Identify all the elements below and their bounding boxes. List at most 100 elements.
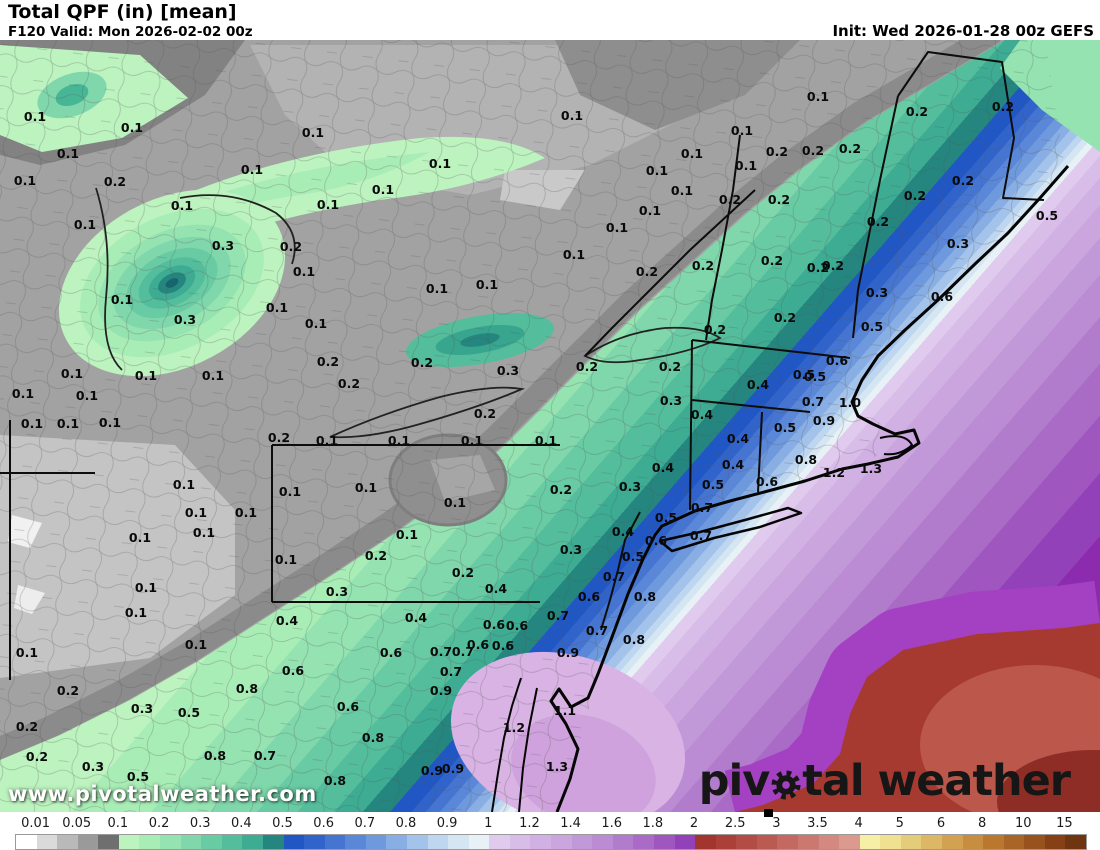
qpf-value-label: 0.1 [807, 89, 829, 104]
colorbar-cell [386, 835, 407, 849]
map-canvas[interactable]: 0.1 0.1 0.1 0.1 0.1 0.1 0.1 0.1 0.1 0.1 0.1 0.1 0.1 0… [0, 40, 1100, 812]
colorbar-cell [818, 835, 840, 849]
colorbar-cell [118, 835, 140, 849]
qpf-value-label: 0.7 [440, 664, 462, 679]
colorbar-cell [16, 835, 37, 849]
qpf-value-label: 0.3 [82, 759, 104, 774]
map-header: Total QPF (in) [mean] F120 Valid: Mon 20… [0, 0, 1100, 40]
qpf-value-label: 0.8 [204, 748, 226, 763]
colorbar-tick: 0.1 [107, 816, 129, 831]
qpf-value-label: 0.1 [185, 505, 207, 520]
colorbar-cell [777, 835, 798, 849]
colorbar-cell [880, 835, 901, 849]
qpf-value-label: 0.1 [129, 530, 151, 545]
colorbar-tick: 6 [936, 816, 946, 831]
qpf-value-label: 0.3 [947, 236, 969, 251]
qpf-value-label: 0.1 [305, 316, 327, 331]
qpf-value-label: 0.2 [338, 376, 360, 391]
qpf-value-label: 0.5 [702, 477, 724, 492]
qpf-value-label: 0.5 [622, 549, 644, 564]
qpf-value-label: 0.5 [178, 705, 200, 720]
qpf-value-label: 0.1 [671, 183, 693, 198]
colorbar-cell [612, 835, 634, 849]
colorbar-tick: 0.05 [62, 816, 92, 831]
qpf-value-label: 0.1 [202, 368, 224, 383]
qpf-value-label: 0.1 [16, 645, 38, 660]
colorbar-cell [345, 835, 366, 849]
colorbar-cell [756, 835, 778, 849]
qpf-value-label: 0.2 [57, 683, 79, 698]
colorbar-cell [365, 835, 387, 849]
colorbar-cell [468, 835, 490, 849]
colorbar-cell [900, 835, 922, 849]
qpf-value-label: 0.6 [756, 474, 778, 489]
qpf-value-label: 0.1 [235, 505, 257, 520]
qpf-value-label: 0.1 [396, 527, 418, 542]
qpf-value-label: 0.1 [111, 292, 133, 307]
offshore-red-max [720, 580, 1100, 812]
colorbar-tick: 0.6 [313, 816, 334, 831]
qpf-value-label: 0.5 [1036, 208, 1058, 223]
qpf-value-label: 0.4 [652, 460, 674, 475]
qpf-value-label: 0.2 [766, 144, 788, 159]
colorbar-cell [1024, 835, 1045, 849]
qpf-value-label: 0.8 [634, 589, 656, 604]
qpf-value-label: 0.1 [241, 162, 263, 177]
colorbar-cell [427, 835, 449, 849]
qpf-value-label: 0.1 [316, 433, 338, 448]
colorbar-tick: 0.8 [395, 816, 417, 831]
colorbar-cell [715, 835, 737, 849]
colorbar-cell [921, 835, 943, 849]
qpf-value-label: 0.2 [365, 548, 387, 563]
colorbar-cell [36, 835, 58, 849]
qpf-value-label: 0.3 [866, 285, 888, 300]
colorbar-cell [509, 835, 531, 849]
qpf-value-label: 0.1 [125, 605, 147, 620]
qpf-value-label: 0.7 [690, 528, 712, 543]
qpf-value-label: 0.6 [380, 645, 402, 660]
colorbar-tick: 0.5 [272, 816, 293, 831]
qpf-value-label: 0.9 [430, 683, 452, 698]
qpf-value-label: 0.6 [645, 533, 667, 548]
qpf-value-label: 0.2 [317, 354, 339, 369]
qpf-value-label: 0.3 [212, 238, 234, 253]
qpf-value-label: 1.1 [554, 703, 576, 718]
colorbar-cell [983, 835, 1004, 849]
coastline [491, 165, 1070, 812]
qpf-value-label: 0.3 [131, 701, 153, 716]
colorbar-cell [77, 835, 99, 849]
colorbar-cell [653, 835, 675, 849]
qpf-value-label: 0.1 [735, 158, 757, 173]
valid-time-label: F120 Valid: Mon 2026-02-02 00z [8, 24, 253, 40]
colorbar-tick: 10 [1014, 816, 1032, 831]
qpf-value-label: 0.2 [704, 322, 726, 337]
colorbar-cell [859, 835, 881, 849]
qpf-value-label: 0.1 [121, 120, 143, 135]
qpf-value-label: 0.1 [24, 109, 46, 124]
colorbar-tick: 1.6 [601, 816, 623, 831]
qpf-value-label: 0.2 [280, 239, 302, 254]
qpf-value-label: 0.1 [561, 108, 583, 123]
qpf-value-label: 0.2 [761, 253, 783, 268]
colorbar-tick: 1.4 [560, 816, 581, 831]
colorbar-tick: 0.7 [354, 816, 376, 831]
qpf-value-label: 0.3 [497, 363, 519, 378]
qpf-value-label: 0.2 [807, 260, 829, 275]
qpf-value-label: 0.6 [578, 589, 600, 604]
qpf-value-label: 0.8 [362, 730, 384, 745]
colorbar-cell [98, 835, 119, 849]
colorbar-cell [242, 835, 263, 849]
qpf-value-label: 0.6 [492, 638, 514, 653]
colorbar-tick: 3.5 [807, 816, 828, 831]
qpf-value-label: 0.5 [804, 369, 826, 384]
colorbar-tick: 0.9 [436, 816, 458, 831]
qpf-value-label: 0.1 [76, 388, 98, 403]
qpf-value-labels: 0.1 0.1 0.1 0.1 0.1 0.1 0.1 0.1 0.1 0.1 0.1 0.1 0.1 0… [12, 89, 1058, 788]
colorbar-cell [962, 835, 984, 849]
colorbar-tick: 4 [854, 816, 863, 831]
qpf-value-label: 0.1 [173, 477, 195, 492]
qpf-value-label: 0.4 [612, 524, 634, 539]
colorbar-tick: 0.01 [21, 816, 51, 831]
qpf-value-label: 0.7 [254, 748, 276, 763]
